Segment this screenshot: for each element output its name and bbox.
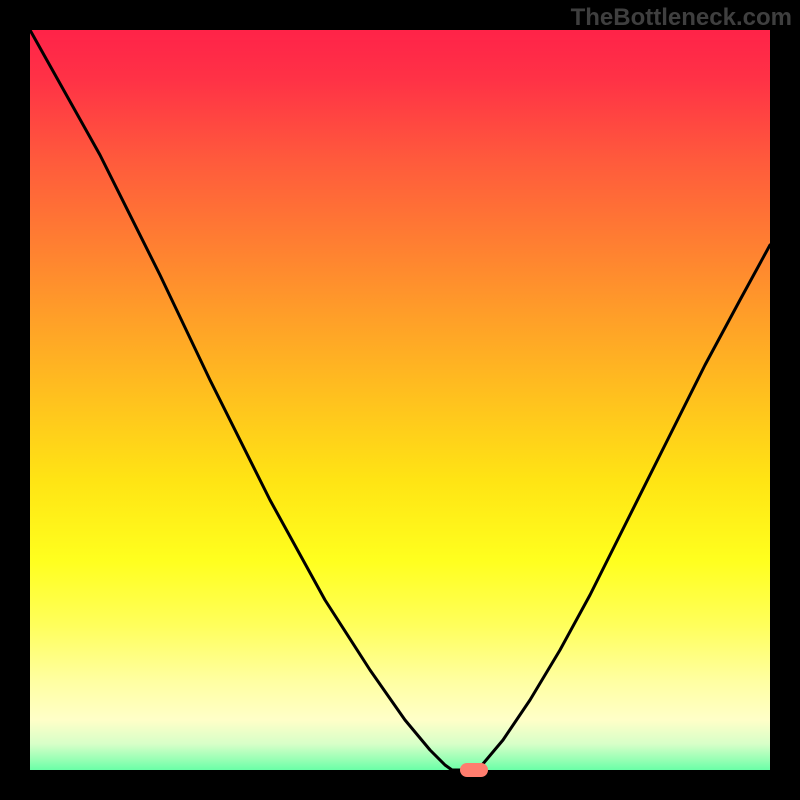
chart-svg bbox=[0, 0, 800, 800]
watermark-label: TheBottleneck.com bbox=[571, 4, 792, 32]
minimum-marker bbox=[460, 763, 488, 777]
gradient-background bbox=[0, 0, 800, 800]
bottleneck-chart: TheBottleneck.com bbox=[0, 0, 800, 800]
